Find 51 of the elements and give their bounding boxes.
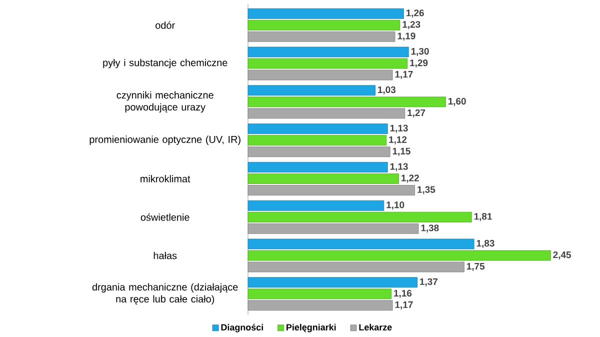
bar — [248, 238, 474, 250]
y-tick-label: czynniki mechaniczne powodujące urazy — [116, 91, 214, 113]
data-label: 1,75 — [466, 263, 485, 271]
data-label: 1,27 — [408, 109, 426, 118]
data-label: 1,29 — [410, 59, 428, 68]
data-label: 1,17 — [395, 71, 413, 80]
bar — [248, 250, 551, 261]
data-label: 1,23 — [402, 21, 420, 30]
bar — [248, 96, 446, 108]
y-tick-label: drgania mechaniczne (działające na ręce lub całe ciało) — [92, 283, 238, 305]
bar — [248, 124, 388, 134]
bar — [248, 20, 400, 30]
data-label: 1,81 — [474, 213, 492, 222]
bar — [248, 162, 388, 172]
y-tick-label: odór — [156, 21, 175, 29]
data-label: 1,26 — [406, 10, 424, 18]
bar — [248, 85, 376, 96]
data-label: 1,35 — [418, 186, 436, 194]
data-label: 1,37 — [420, 278, 438, 286]
data-label: 1,22 — [402, 174, 419, 183]
data-label: 1,13 — [390, 124, 408, 133]
bar — [248, 277, 418, 288]
bar — [248, 8, 404, 19]
y-tick-label: promieniowanie optyczne (UV, IR) — [90, 136, 240, 145]
bar — [248, 212, 472, 222]
bar — [248, 288, 392, 300]
data-label: 1,13 — [390, 163, 408, 172]
y-tick-label: oświetlenie — [140, 213, 190, 221]
data-label: 1,17 — [395, 301, 413, 310]
data-label: 1,03 — [378, 86, 396, 94]
data-label: 1,16 — [394, 290, 412, 298]
bar — [248, 46, 409, 58]
data-label: 1,38 — [421, 224, 439, 233]
bar — [248, 200, 384, 211]
data-label: 1,60 — [448, 98, 466, 106]
bar — [248, 58, 408, 69]
legend-label: Lekarze — [359, 324, 392, 330]
y-tick-label: mikroklimat — [140, 175, 190, 182]
data-label: 1,12 — [389, 136, 407, 144]
data-label: 1,83 — [476, 240, 494, 248]
data-label: 2,45 — [553, 251, 571, 260]
data-label: 1,10 — [386, 202, 404, 210]
y-tick-label: pyły i substancje chemiczne — [103, 58, 228, 68]
legend-label: Pielęgniarki — [286, 324, 336, 332]
data-label: 1,15 — [392, 148, 410, 156]
bar — [248, 135, 387, 146]
legend-label: Diagności — [221, 324, 263, 332]
data-label: 1,19 — [398, 32, 416, 41]
y-tick-label: hałas — [154, 252, 177, 260]
data-label: 1,30 — [411, 48, 429, 56]
bar — [248, 174, 399, 184]
